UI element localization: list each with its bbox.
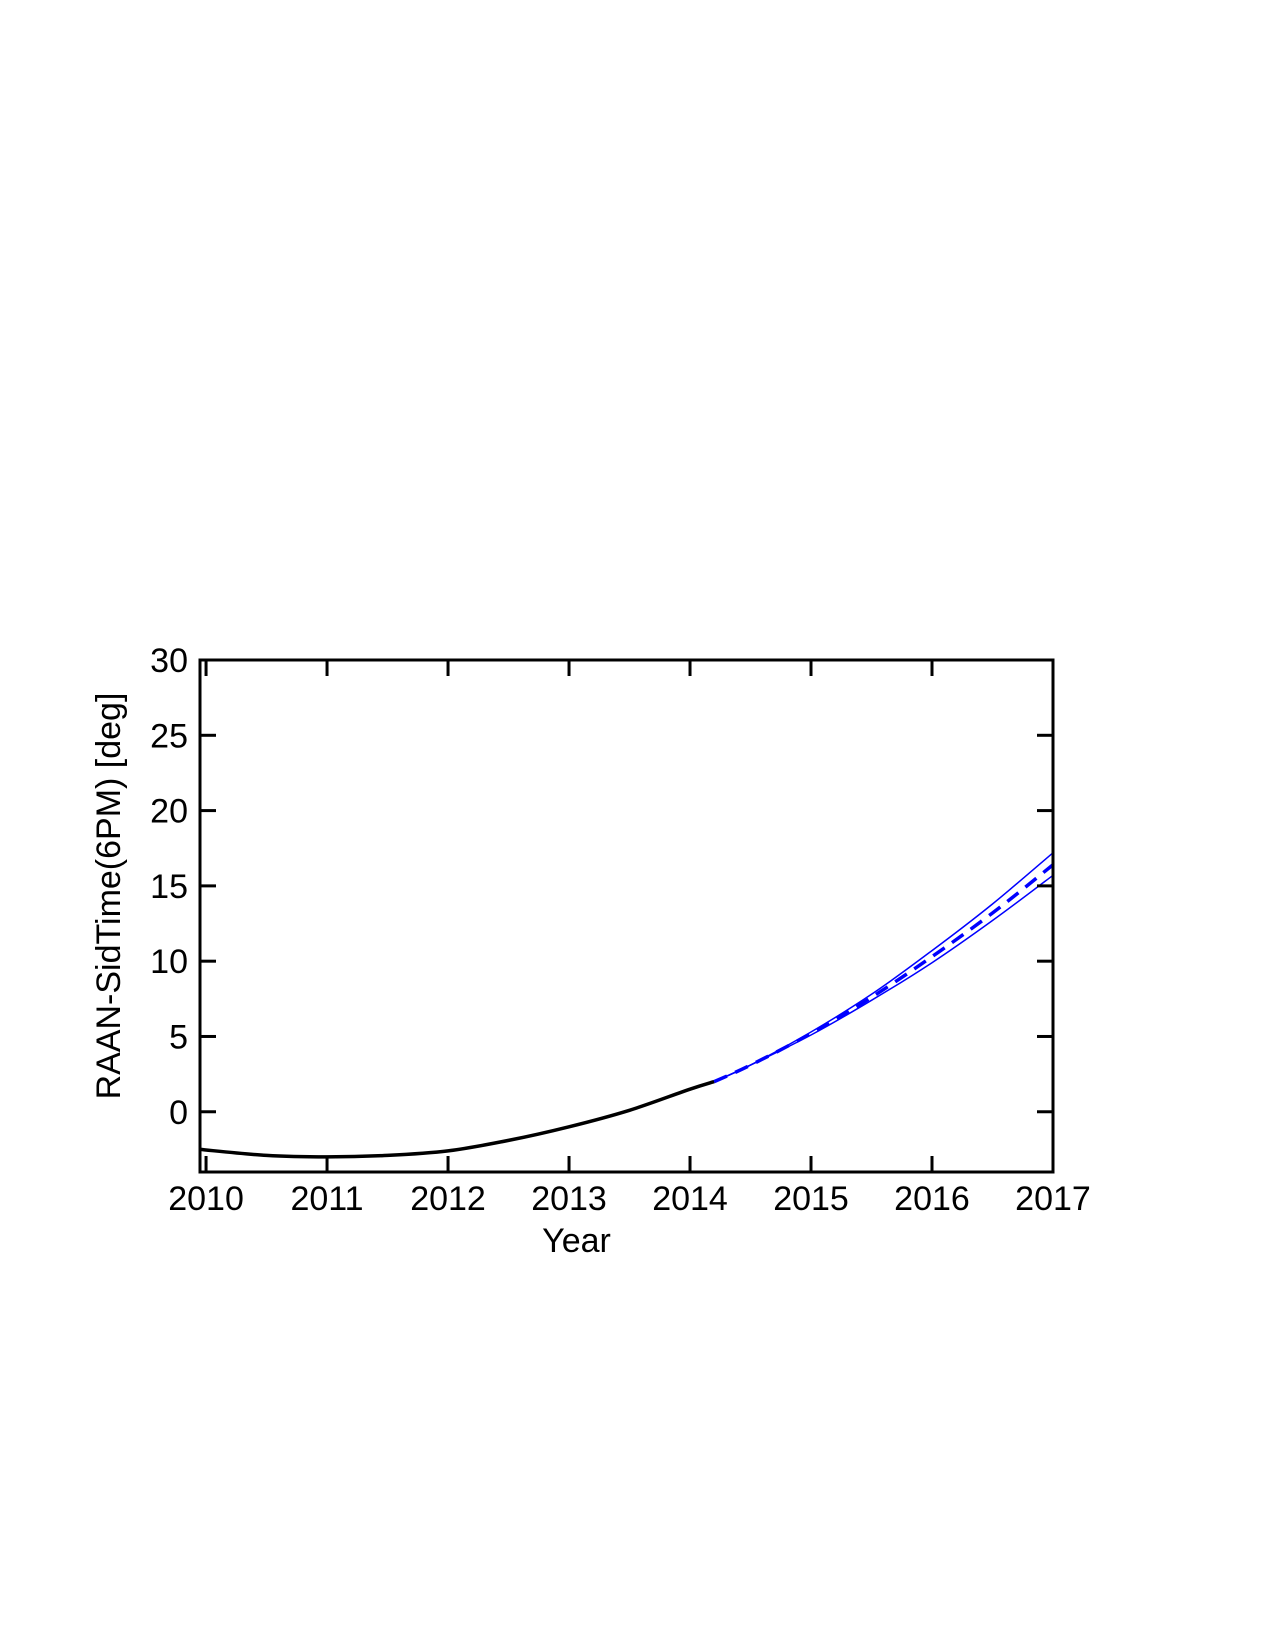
y-tick-label: 15: [150, 868, 188, 906]
y-tick-label: 25: [150, 717, 188, 755]
y-tick-label: 30: [150, 642, 188, 680]
y-tick-label: 20: [150, 793, 188, 831]
x-tick-label: 2017: [1015, 1180, 1091, 1218]
x-tick-labels: 2010 2011 2012 2013 2014 2015 2016 2017: [168, 1180, 1091, 1218]
series-line-4: [713, 874, 1054, 1083]
x-tick-label: 2012: [410, 1180, 486, 1218]
x-tick-label: 2016: [894, 1180, 970, 1218]
series-line-1: [199, 1079, 715, 1159]
x-tick-label: 2010: [168, 1180, 244, 1218]
series-line-3: [713, 852, 1054, 1083]
plot-series: [199, 852, 1055, 1159]
x-tick-label: 2015: [773, 1180, 849, 1218]
y-tick-label: 5: [169, 1018, 188, 1056]
series-line-2: [713, 863, 1055, 1084]
y-tick-labels: 0 5 10 15 20 25 30: [150, 642, 188, 1132]
y-axis-title: RAAN-SidTime(6PM) [deg]: [90, 693, 128, 1100]
plot-frame: [198, 658, 1055, 1174]
y-tick-label: 10: [150, 943, 188, 981]
x-tick-label: 2013: [531, 1180, 607, 1218]
y-tick-label: 0: [169, 1094, 188, 1132]
x-tick-label: 2014: [652, 1180, 728, 1218]
axis-ticks: [200, 658, 1055, 1172]
x-tick-label: 2011: [290, 1180, 363, 1218]
x-axis-title: Year: [542, 1222, 611, 1260]
